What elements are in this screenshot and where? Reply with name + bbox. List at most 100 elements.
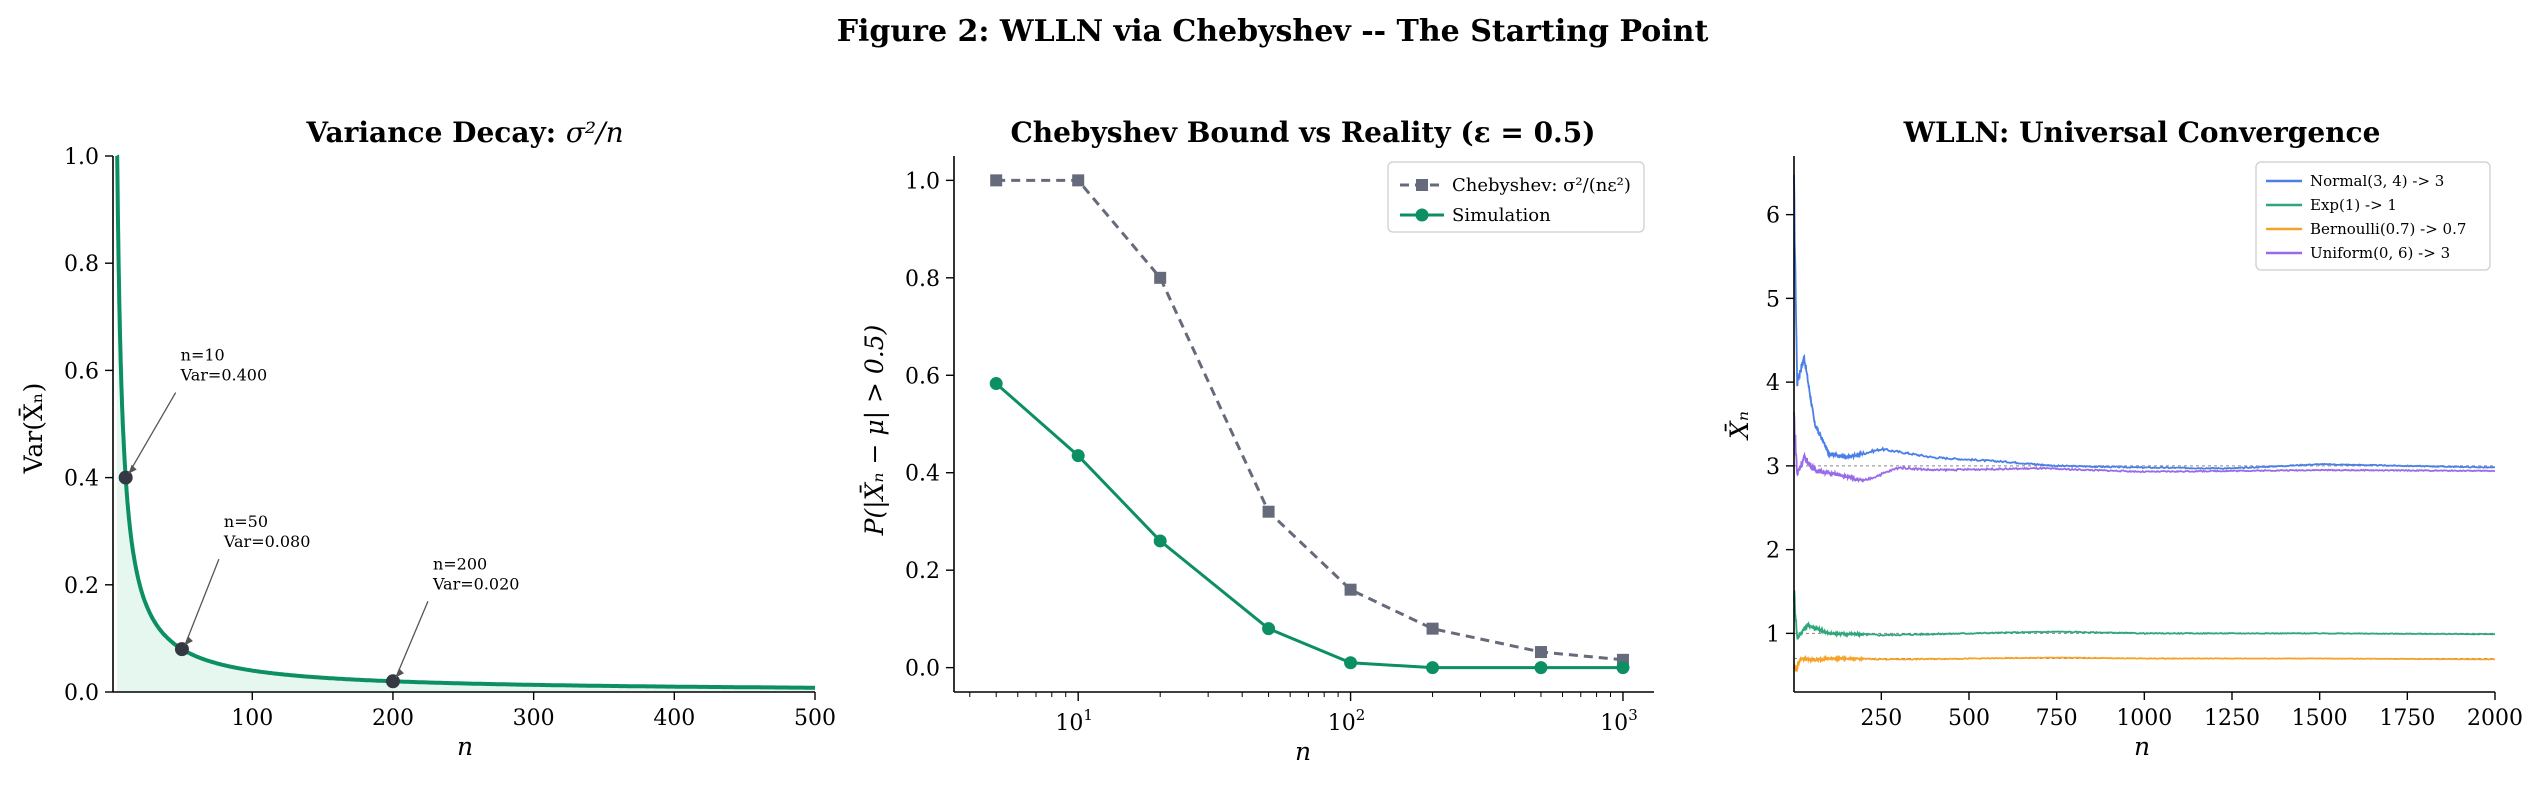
panel1-xtick-label: 400 (653, 706, 695, 731)
chebyshev-marker (1534, 646, 1547, 659)
panel3-xtick-label: 1750 (2379, 706, 2435, 731)
panel2-xtick-label: 101 (1055, 706, 1093, 736)
chebyshev-marker (1072, 174, 1085, 187)
chebyshev-marker (1262, 505, 1275, 518)
panel2-xtick-label: 103 (1600, 706, 1638, 736)
simulation-marker (1344, 656, 1358, 670)
figure-suptitle: Figure 2: WLLN via Chebyshev -- The Star… (836, 14, 1709, 49)
panel-variance-decay: Variance Decay: σ²/n 100 200 300 400 500 0.0… (19, 116, 836, 761)
chebyshev-marker (1344, 583, 1357, 596)
panel2-ytick-label: 0.8 (905, 267, 940, 292)
panel2-ylabel: P(|X̄ₙ − μ| > 0.5) (860, 325, 890, 537)
panel1-xtick-label: 300 (513, 706, 555, 731)
panel2-title: Chebyshev Bound vs Reality (ε = 0.5) (1010, 116, 1595, 149)
panel3-legend: Normal(3, 4) -> 3 Exp(1) -> 1 Bernoulli(0.… (2255, 161, 2491, 271)
highlight-point (118, 470, 133, 485)
panel1-title-math: σ²/n (566, 116, 624, 149)
panel1-xlabel: n (457, 732, 473, 761)
panel-wlln-convergence: WLLN: Universal Convergence 250 500 750 100… (1725, 116, 2523, 761)
panel2-ytick-label: 1.0 (905, 169, 940, 194)
panel1-ytick-label: 1.0 (64, 145, 99, 170)
running-mean-line (1793, 654, 2496, 673)
panel3-ytick-label: 3 (1766, 455, 1780, 480)
variance-curve (115, 154, 815, 690)
panel2-legend: Chebyshev: σ²/(nε²) Simulation (1387, 161, 1645, 233)
annotation-arrow (395, 601, 429, 678)
panel2-ytick-label: 0.4 (905, 462, 940, 487)
panel3-xtick-label: 1250 (2204, 706, 2260, 731)
simulation-marker (1616, 661, 1630, 675)
series-line-chebyshev (996, 178, 1624, 662)
simulation-marker (1153, 534, 1167, 548)
legend-label: Chebyshev: σ²/(nε²) (1452, 175, 1631, 196)
panel1-ytick-label: 0.2 (64, 574, 99, 599)
panel3-ytick-label: 6 (1766, 204, 1780, 229)
chebyshev-marker (1154, 271, 1167, 284)
annotation-arrow (128, 392, 177, 474)
panel3-xtick-label: 750 (2036, 706, 2078, 731)
panel3-ytick-label: 2 (1766, 539, 1780, 564)
legend-marker (1415, 208, 1429, 222)
annotation-arrowhead (128, 464, 137, 474)
chebyshev-marker (990, 174, 1003, 187)
legend-label: Bernoulli(0.7) -> 0.7 (2310, 220, 2466, 238)
panel3-xtick-label: 2000 (2467, 706, 2523, 731)
panel2-xlabel: n (1295, 737, 1311, 766)
annotation-arrowhead (395, 668, 404, 678)
panel1-ylabel: Var(X̄ₙ) (19, 383, 48, 475)
annotation-arrowhead (184, 636, 193, 646)
panel2-ytick-label: 0.6 (905, 364, 940, 389)
panel3-xtick-label: 250 (1860, 706, 1902, 731)
panel1-xtick-label: 100 (231, 706, 273, 731)
annotation-label: n=50 (224, 512, 268, 531)
simulation-marker (1262, 622, 1276, 636)
panel3-ytick-label: 5 (1766, 287, 1780, 312)
panel1-ytick-label: 0.8 (64, 252, 99, 277)
simulation-marker (1426, 661, 1440, 675)
legend-label: Uniform(0, 6) -> 3 (2310, 244, 2450, 262)
legend-label: Simulation (1452, 205, 1551, 226)
panel3-ytick-label: 1 (1766, 622, 1780, 647)
legend-label: Exp(1) -> 1 (2310, 196, 2397, 214)
chebyshev-marker (1426, 622, 1439, 635)
legend-frame (2255, 161, 2491, 271)
panel3-xlabel: n (2134, 732, 2150, 761)
series-line-simulation (995, 382, 1623, 670)
simulation-marker (1534, 661, 1548, 675)
simulation-marker (1071, 449, 1085, 463)
panel1-title-plain: Variance Decay: (305, 116, 565, 149)
simulation-marker (989, 377, 1003, 391)
annotation-label: Var=0.020 (432, 574, 519, 593)
panel1-title: Variance Decay: σ²/n (305, 116, 623, 149)
panel1-xtick-label: 200 (372, 706, 414, 731)
highlight-point (385, 674, 400, 689)
annotation-label: n=200 (433, 554, 487, 573)
annotation-label: n=10 (181, 346, 225, 365)
panel3-xtick-label: 500 (1948, 706, 1990, 731)
panel2-ytick-label: 0.0 (905, 657, 940, 682)
annotation-label: Var=0.080 (223, 532, 310, 551)
panel3-ytick-label: 4 (1766, 371, 1780, 396)
legend-label: Normal(3, 4) -> 3 (2310, 172, 2444, 190)
panel1-ytick-label: 0.6 (64, 359, 99, 384)
highlight-point (174, 642, 189, 657)
panel3-xtick-label: 1000 (2116, 706, 2172, 731)
annotation-arrow (184, 558, 220, 646)
legend-marker (1416, 179, 1428, 191)
panel1-xtick-label: 500 (794, 706, 836, 731)
panel2-ytick-label: 0.2 (905, 559, 940, 584)
variance-area-fill (116, 155, 815, 692)
panel1-ytick-label: 0.4 (64, 467, 99, 492)
running-mean-line (1793, 174, 2495, 470)
annotation-label: Var=0.400 (180, 366, 267, 385)
panel3-xtick-label: 1500 (2292, 706, 2348, 731)
running-mean-line (1793, 590, 2496, 640)
panel-chebyshev-vs-reality: Chebyshev Bound vs Reality (ε = 0.5) 101… (860, 116, 1654, 766)
panel3-ylabel: X̄ₙ (1725, 411, 1754, 441)
panel3-title: WLLN: Universal Convergence (1903, 116, 2381, 149)
panel1-ytick-label: 0.0 (64, 681, 99, 706)
panel2-xtick-label: 102 (1328, 706, 1366, 736)
running-mean-line (1793, 411, 2496, 483)
